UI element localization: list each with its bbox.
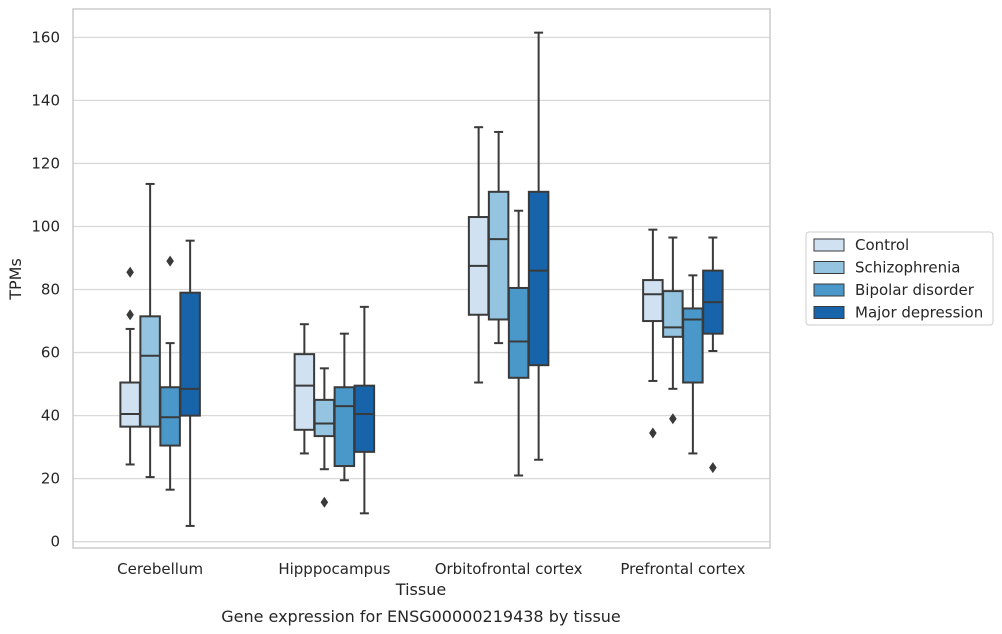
box-major-depression [179, 239, 201, 527]
y-tick-label: 140 [31, 91, 60, 109]
iqr-box [119, 381, 141, 428]
y-tick-label: 160 [31, 28, 60, 46]
box-plot-series [119, 31, 724, 527]
outlier-point [649, 427, 657, 439]
y-tick-label: 20 [41, 470, 60, 488]
x-tick-label: Prefrontal cortex [620, 560, 745, 578]
box-control [119, 266, 141, 466]
box-major-depression [353, 305, 376, 515]
legend-label: Major depression [855, 304, 983, 322]
x-axis-ticks: Cerebellum Hipppocampus Orbitofrontal cort… [117, 560, 745, 578]
iqr-box [662, 290, 684, 338]
box-bipolar-disorder [159, 255, 181, 491]
y-tick-label: 100 [31, 217, 60, 235]
box-major-depression [702, 236, 724, 474]
box-schizophrenia [662, 236, 684, 425]
figure-caption: Gene expression for ENSG00000219438 by t… [221, 607, 621, 626]
x-axis-label: Tissue [395, 580, 446, 599]
legend-label: Bipolar disorder [855, 281, 975, 299]
y-tick-label: 120 [31, 154, 60, 172]
iqr-box [487, 190, 510, 321]
outlier-point [320, 496, 329, 508]
outlier-point [709, 462, 717, 474]
box-control [467, 126, 490, 384]
iqr-box [313, 398, 336, 438]
legend-swatch [813, 261, 845, 274]
box-major-depression [527, 31, 550, 461]
box-schizophrenia [139, 182, 161, 479]
box-bipolar-disorder [507, 209, 530, 477]
legend-label: Schizophrenia [855, 259, 960, 277]
iqr-box [642, 279, 664, 323]
iqr-box [293, 353, 316, 431]
x-tick-label: Hipppocampus [278, 560, 390, 578]
outlier-point [126, 309, 134, 321]
box-schizophrenia [487, 130, 510, 345]
iqr-box [139, 315, 161, 428]
outlier-point [669, 413, 677, 425]
y-axis-ticks: 0 20 40 60 80 100 120 140 160 [31, 28, 60, 550]
legend-swatch [813, 238, 845, 252]
box-bipolar-disorder [333, 332, 356, 482]
legend-swatch [813, 306, 845, 319]
iqr-box [507, 286, 530, 379]
y-tick-label: 60 [41, 344, 60, 362]
x-tick-label: Orbitofrontal cortex [435, 560, 583, 578]
iqr-box [527, 190, 550, 367]
y-tick-label: 80 [41, 281, 60, 299]
iqr-box [179, 291, 201, 417]
y-tick-label: 0 [50, 533, 60, 551]
outlier-point [166, 255, 174, 267]
iqr-box [333, 386, 356, 468]
gridlines [73, 36, 770, 543]
box-control [293, 323, 316, 455]
y-axis-label: TPMs [6, 258, 25, 301]
x-tick-label: Cerebellum [117, 560, 203, 578]
legend-label: Control [855, 236, 909, 254]
box-control [642, 228, 664, 439]
iqr-box [682, 307, 704, 384]
legend: Control Schizophrenia Bipolar disorder Majo… [805, 231, 994, 326]
outlier-point [126, 266, 134, 278]
legend-swatch [813, 283, 845, 297]
iqr-box [353, 384, 376, 453]
plot-area-frame [72, 8, 771, 549]
y-tick-label: 40 [41, 407, 60, 425]
box-schizophrenia [313, 367, 336, 508]
box-bipolar-disorder [682, 274, 704, 455]
legend-frame [805, 231, 994, 326]
